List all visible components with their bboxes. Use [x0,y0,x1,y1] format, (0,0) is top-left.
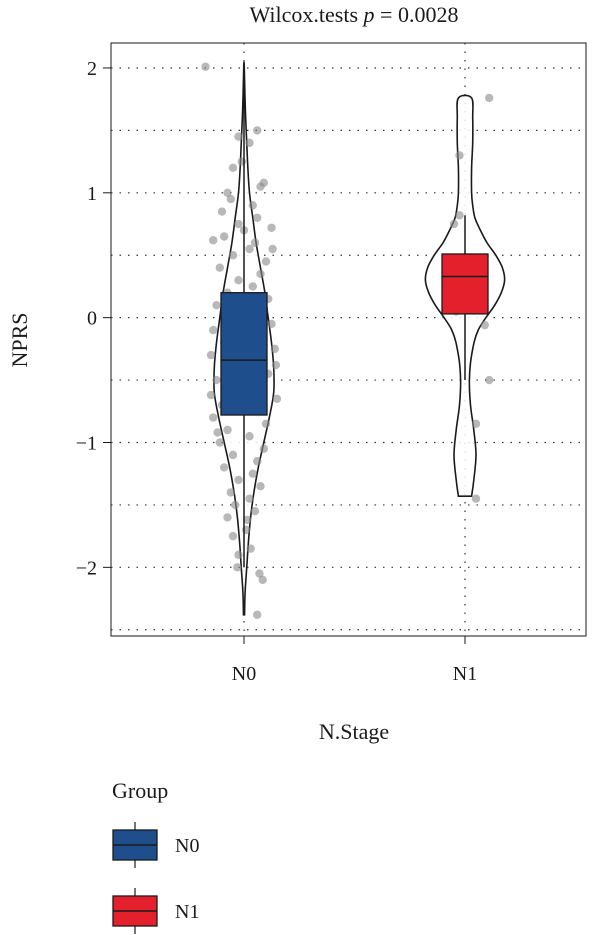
x-tick-label: N0 [232,663,256,685]
data-point [228,251,238,260]
y-tick-label: −2 [76,557,97,579]
y-tick-label: −1 [76,432,97,454]
data-point [234,276,243,285]
data-point [223,513,232,522]
data-point [245,138,254,148]
data-point [471,419,481,428]
data-point [228,450,238,460]
data-point [255,569,264,578]
plot-panel [110,42,587,637]
data-point [234,475,243,485]
legend-label-N1: N1 [175,901,199,923]
y-tick-label: 1 [87,183,97,205]
data-point [250,238,260,247]
data-point [248,469,257,478]
x-axis: N0 N1 [232,636,477,685]
data-point [471,494,481,503]
data-point [234,550,243,560]
data-point [485,375,494,385]
chart-title: Wilcox.tests p = 0.0028 [250,2,459,27]
data-point [231,500,240,510]
title-p: p [362,2,375,27]
data-point [250,506,260,516]
data-point [259,444,268,453]
x-tick-label: N1 [453,663,477,685]
data-point [228,531,238,541]
data-point [253,126,262,135]
data-point [213,428,222,437]
data-point [256,481,265,491]
box-N1 [441,253,489,315]
data-point [228,163,238,173]
data-point [206,390,216,400]
data-point [212,300,221,310]
data-point [206,350,216,360]
data-point [220,232,229,241]
box-N0 [220,292,268,416]
data-point [234,219,243,229]
data-point [272,394,282,403]
y-tick-label: 0 [87,308,97,330]
data-point [268,244,277,254]
data-point [261,419,271,428]
data-point [223,425,232,435]
data-point [209,236,218,245]
data-point [201,62,210,71]
data-point [261,257,271,266]
data-point [245,494,254,503]
data-point [253,213,262,222]
data-point [270,344,279,354]
data-point [212,375,221,385]
data-point [215,263,224,272]
title-prefix: Wilcox.tests [250,2,364,27]
data-point [234,132,243,141]
x-axis-label: N.Stage [319,719,389,744]
data-point [245,432,254,441]
grid-lines [111,43,586,636]
data-point [209,413,218,422]
data-point [245,244,254,254]
data-point [455,151,464,160]
data-point [233,563,242,572]
y-tick-label: 2 [87,58,97,80]
data-point [253,457,262,466]
data-point [223,188,232,198]
data-point [217,207,227,216]
data-point [267,223,276,232]
legend-title: Group [112,778,168,803]
data-point [215,438,224,447]
data-point [449,219,459,229]
data-point [480,320,489,330]
data-point [253,610,262,619]
data-point [248,201,257,210]
data-point [455,211,464,220]
data-point [248,282,257,291]
y-axis: −2 −1 0 1 2 [76,58,111,579]
legend-label-N0: N0 [175,835,199,857]
data-point [485,93,494,103]
boxplots [220,67,489,568]
title-suffix: = 0.0028 [375,2,459,27]
data-point [256,269,265,279]
data-point [220,463,229,472]
legend: Group N0 N1 [112,778,199,934]
data-point [243,515,252,525]
data-point [209,325,218,335]
data-point [246,544,255,553]
y-axis-label: NPRS [7,312,32,367]
data-point [226,488,235,497]
data-point [226,194,235,204]
data-point [271,360,281,370]
data-point [258,575,267,585]
data-point [267,319,276,329]
data-point [259,178,268,188]
